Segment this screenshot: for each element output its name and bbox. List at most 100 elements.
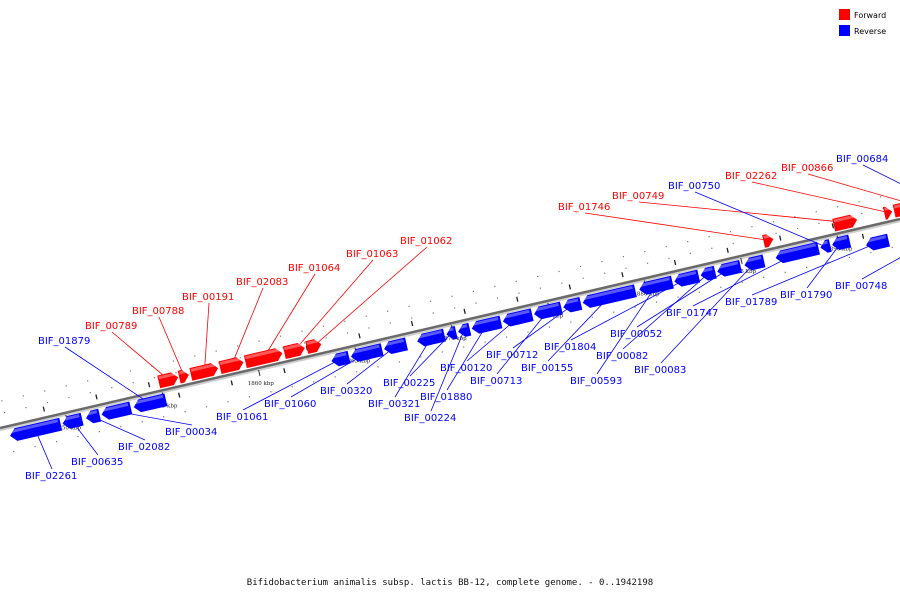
gene-arrow (350, 343, 384, 362)
axis-tick: 1885 kbp (730, 257, 757, 275)
track-dot (472, 290, 474, 292)
gene-label: BIF_00788 (132, 306, 184, 317)
track-dot (879, 196, 882, 198)
minor-tick (516, 296, 519, 302)
gene-feature (383, 337, 408, 355)
track-dot (215, 350, 217, 352)
gene-highlight (582, 285, 633, 301)
gene-highlight (245, 348, 280, 360)
track-dot (484, 341, 486, 343)
track-dot (175, 372, 177, 374)
gene-feature (62, 412, 84, 429)
track-dot (891, 246, 893, 249)
gene-label: BIF_01063 (346, 249, 398, 260)
track-dot (68, 397, 70, 399)
gene-highlight (884, 206, 890, 211)
gene-arrow (10, 417, 63, 441)
gene-label: BIF_00034 (165, 427, 217, 438)
gene-feature (762, 234, 774, 248)
track-dot (120, 426, 122, 428)
gene-arrow (534, 301, 563, 320)
genome-caption: Bifidobacterium animalis subsp. lactis B… (246, 578, 654, 588)
gene-feature (882, 206, 893, 220)
track-dot (111, 387, 113, 389)
gene-label: BIF_00750 (668, 181, 720, 192)
leader-line (547, 296, 610, 362)
leader-line (751, 242, 878, 296)
track-dot (248, 396, 251, 398)
gene-arrow (86, 408, 102, 424)
gene-highlight (775, 243, 817, 256)
track-dot (451, 295, 453, 297)
gene-feature (744, 254, 766, 271)
gene-arrow (305, 339, 322, 354)
gene-feature (582, 284, 637, 308)
gene-feature (218, 357, 244, 374)
gene-label: BIF_02082 (118, 442, 170, 453)
gene-highlight (101, 402, 129, 413)
gene-label: BIF_00191 (182, 292, 234, 303)
gene-highlight (763, 234, 771, 239)
track-dot (848, 256, 851, 259)
gene-label: BIF_02262 (725, 171, 777, 182)
gene-highlight (563, 298, 579, 305)
track-dot (655, 301, 658, 303)
leader-line (263, 273, 316, 358)
minor-tick (726, 247, 729, 253)
gene-feature (133, 393, 168, 413)
gene-feature (457, 322, 472, 337)
gene-feature (892, 195, 900, 218)
track-dot (720, 286, 722, 288)
leader-line (92, 416, 146, 441)
gene-arrow (563, 297, 583, 313)
gene-feature (775, 241, 821, 264)
track-dot (132, 382, 134, 384)
gene-highlight (457, 324, 468, 330)
minor-tick (178, 392, 181, 398)
gene-arrow (832, 214, 858, 232)
tick-label: 1885 kbp (730, 269, 757, 275)
gene-label: BIF_00684 (836, 154, 888, 165)
gene-feature (533, 301, 563, 320)
gene-highlight (133, 394, 164, 405)
track-dot (355, 371, 358, 373)
leader-line (638, 201, 846, 223)
track-dot (741, 281, 743, 283)
track-dot (334, 376, 336, 378)
track-dot (377, 366, 379, 368)
gene-arrow (502, 308, 534, 327)
gene-label: BIF_01062 (400, 236, 452, 247)
gene-feature (831, 234, 852, 250)
track-dot (441, 351, 443, 353)
gene-feature (177, 369, 189, 384)
gene-label: BIF_00120 (440, 363, 492, 374)
gene-highlight (306, 339, 319, 345)
gene-label: BIF_00225 (383, 378, 435, 389)
gene-arrow (282, 343, 305, 360)
track-dot (668, 257, 670, 259)
gene-feature (700, 265, 717, 281)
legend-forward-swatch (839, 9, 850, 20)
track-dot (558, 270, 560, 273)
track-dot (625, 267, 627, 269)
leader-line (861, 257, 900, 280)
track-dot (387, 310, 389, 312)
track-dot (604, 272, 606, 274)
minor-tick (42, 406, 46, 412)
leader-line (862, 164, 900, 184)
gene-label: BIF_00712 (486, 350, 538, 361)
gene-highlight (158, 372, 176, 380)
gene-label: BIF_00083 (634, 365, 686, 376)
leader-line (111, 331, 169, 380)
gene-feature (639, 275, 674, 295)
gene-label: BIF_00593 (570, 376, 622, 387)
gene-feature (832, 214, 858, 232)
gene-arrow (62, 412, 84, 429)
track-dot (411, 317, 413, 319)
gene-highlight (62, 414, 80, 422)
track-dot (561, 282, 563, 284)
track-dot (291, 386, 293, 388)
gene-label: BIF_00713 (470, 376, 522, 387)
track-dot (475, 302, 477, 304)
track-dot (805, 266, 808, 268)
